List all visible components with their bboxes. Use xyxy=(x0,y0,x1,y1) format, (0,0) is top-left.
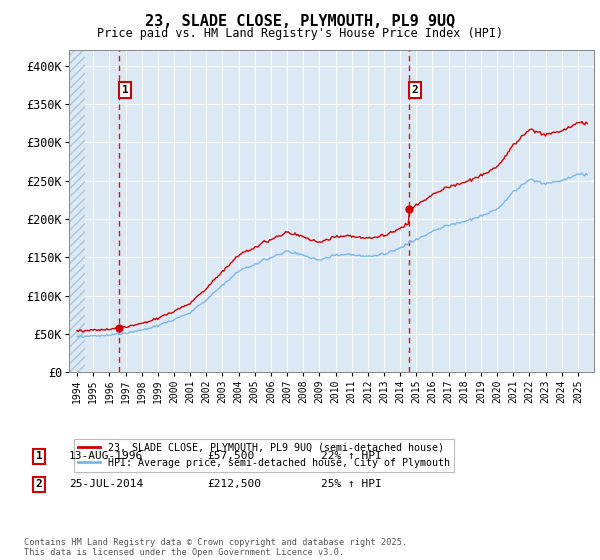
Text: Contains HM Land Registry data © Crown copyright and database right 2025.
This d: Contains HM Land Registry data © Crown c… xyxy=(24,538,407,557)
Text: 13-AUG-1996: 13-AUG-1996 xyxy=(69,451,143,461)
Text: £212,500: £212,500 xyxy=(207,479,261,489)
Bar xyxy=(69,50,85,372)
Text: 22% ↑ HPI: 22% ↑ HPI xyxy=(321,451,382,461)
Text: 25% ↑ HPI: 25% ↑ HPI xyxy=(321,479,382,489)
Text: 25-JUL-2014: 25-JUL-2014 xyxy=(69,479,143,489)
Text: £57,500: £57,500 xyxy=(207,451,254,461)
Legend: 23, SLADE CLOSE, PLYMOUTH, PL9 9UQ (semi-detached house), HPI: Average price, se: 23, SLADE CLOSE, PLYMOUTH, PL9 9UQ (semi… xyxy=(74,438,454,472)
Text: 1: 1 xyxy=(35,451,43,461)
Text: 2: 2 xyxy=(412,85,418,95)
Text: 2: 2 xyxy=(35,479,43,489)
Text: 23, SLADE CLOSE, PLYMOUTH, PL9 9UQ: 23, SLADE CLOSE, PLYMOUTH, PL9 9UQ xyxy=(145,14,455,29)
Text: 1: 1 xyxy=(122,85,128,95)
Text: Price paid vs. HM Land Registry's House Price Index (HPI): Price paid vs. HM Land Registry's House … xyxy=(97,27,503,40)
